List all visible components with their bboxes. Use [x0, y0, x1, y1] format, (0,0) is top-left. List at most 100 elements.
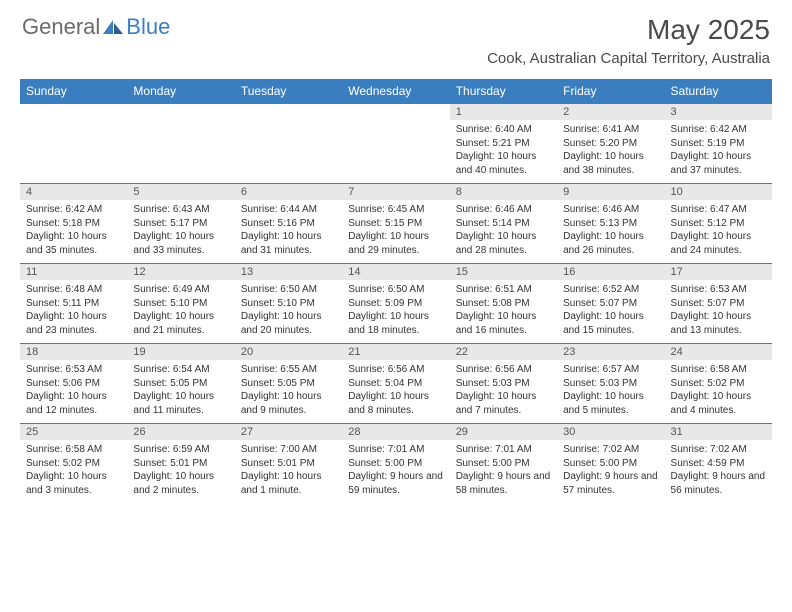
sunrise-line: Sunrise: 6:53 AM — [671, 283, 766, 297]
day-number-cell: 1 — [450, 104, 557, 121]
sunset-line: Sunset: 5:14 PM — [456, 217, 551, 231]
sunset-line: Sunset: 5:13 PM — [563, 217, 658, 231]
day-detail-cell: Sunrise: 7:00 AMSunset: 5:01 PMDaylight:… — [235, 440, 342, 503]
sunrise-line: Sunrise: 7:01 AM — [456, 443, 551, 457]
daylight-line: Daylight: 9 hours and 57 minutes. — [563, 470, 658, 497]
daylight-line: Daylight: 10 hours and 18 minutes. — [348, 310, 443, 337]
sunset-line: Sunset: 5:02 PM — [671, 377, 766, 391]
sunrise-line: Sunrise: 6:56 AM — [348, 363, 443, 377]
day-number-cell: 30 — [557, 424, 664, 441]
sunrise-line: Sunrise: 7:02 AM — [671, 443, 766, 457]
sunrise-line: Sunrise: 6:50 AM — [348, 283, 443, 297]
logo-sail-icon — [103, 20, 123, 34]
day-detail-cell: Sunrise: 7:01 AMSunset: 5:00 PMDaylight:… — [450, 440, 557, 503]
day-detail-cell: Sunrise: 6:50 AMSunset: 5:09 PMDaylight:… — [342, 280, 449, 344]
daylight-line: Daylight: 10 hours and 16 minutes. — [456, 310, 551, 337]
day-number-cell: 25 — [20, 424, 127, 441]
sunset-line: Sunset: 5:06 PM — [26, 377, 121, 391]
day-number-cell — [127, 104, 234, 121]
daylight-line: Daylight: 10 hours and 13 minutes. — [671, 310, 766, 337]
day-number-cell: 6 — [235, 184, 342, 201]
day-detail-cell: Sunrise: 6:58 AMSunset: 5:02 PMDaylight:… — [20, 440, 127, 503]
daylight-line: Daylight: 10 hours and 24 minutes. — [671, 230, 766, 257]
day-number-cell: 8 — [450, 184, 557, 201]
daylight-line: Daylight: 10 hours and 21 minutes. — [133, 310, 228, 337]
day-number-cell: 23 — [557, 344, 664, 361]
logo: General Blue — [22, 14, 170, 40]
sunrise-line: Sunrise: 6:41 AM — [563, 123, 658, 137]
day-number-row: 18192021222324 — [20, 344, 772, 361]
month-title: May 2025 — [487, 14, 770, 46]
sunrise-line: Sunrise: 6:43 AM — [133, 203, 228, 217]
daylight-line: Daylight: 10 hours and 35 minutes. — [26, 230, 121, 257]
day-detail-cell: Sunrise: 6:42 AMSunset: 5:18 PMDaylight:… — [20, 200, 127, 264]
day-detail-row: Sunrise: 6:53 AMSunset: 5:06 PMDaylight:… — [20, 360, 772, 424]
sunrise-line: Sunrise: 6:52 AM — [563, 283, 658, 297]
day-number-cell: 29 — [450, 424, 557, 441]
sunrise-line: Sunrise: 6:49 AM — [133, 283, 228, 297]
sunset-line: Sunset: 5:08 PM — [456, 297, 551, 311]
sunset-line: Sunset: 5:21 PM — [456, 137, 551, 151]
day-number-cell: 10 — [665, 184, 772, 201]
sunrise-line: Sunrise: 6:53 AM — [26, 363, 121, 377]
daylight-line: Daylight: 10 hours and 12 minutes. — [26, 390, 121, 417]
sunset-line: Sunset: 5:11 PM — [26, 297, 121, 311]
day-number-cell: 28 — [342, 424, 449, 441]
daylight-line: Daylight: 10 hours and 11 minutes. — [133, 390, 228, 417]
day-number-cell: 14 — [342, 264, 449, 281]
day-detail-cell: Sunrise: 6:56 AMSunset: 5:04 PMDaylight:… — [342, 360, 449, 424]
day-number-cell: 26 — [127, 424, 234, 441]
day-number-cell: 21 — [342, 344, 449, 361]
day-detail-cell: Sunrise: 6:46 AMSunset: 5:14 PMDaylight:… — [450, 200, 557, 264]
sunrise-line: Sunrise: 6:48 AM — [26, 283, 121, 297]
sunset-line: Sunset: 5:19 PM — [671, 137, 766, 151]
daylight-line: Daylight: 10 hours and 7 minutes. — [456, 390, 551, 417]
day-number-cell — [20, 104, 127, 121]
day-detail-cell: Sunrise: 6:40 AMSunset: 5:21 PMDaylight:… — [450, 120, 557, 184]
logo-text-general: General — [22, 14, 100, 40]
sunset-line: Sunset: 5:03 PM — [456, 377, 551, 391]
weekday-header: Saturday — [665, 79, 772, 104]
daylight-line: Daylight: 10 hours and 1 minute. — [241, 470, 336, 497]
sunrise-line: Sunrise: 6:55 AM — [241, 363, 336, 377]
sunrise-line: Sunrise: 6:46 AM — [456, 203, 551, 217]
day-detail-cell: Sunrise: 6:52 AMSunset: 5:07 PMDaylight:… — [557, 280, 664, 344]
sunset-line: Sunset: 5:07 PM — [563, 297, 658, 311]
daylight-line: Daylight: 10 hours and 9 minutes. — [241, 390, 336, 417]
sunrise-line: Sunrise: 6:57 AM — [563, 363, 658, 377]
daylight-line: Daylight: 10 hours and 26 minutes. — [563, 230, 658, 257]
day-detail-cell: Sunrise: 6:46 AMSunset: 5:13 PMDaylight:… — [557, 200, 664, 264]
sunrise-line: Sunrise: 6:44 AM — [241, 203, 336, 217]
sunrise-line: Sunrise: 6:46 AM — [563, 203, 658, 217]
sunset-line: Sunset: 5:16 PM — [241, 217, 336, 231]
day-number-row: 123 — [20, 104, 772, 121]
daylight-line: Daylight: 10 hours and 31 minutes. — [241, 230, 336, 257]
weekday-header-row: Sunday Monday Tuesday Wednesday Thursday… — [20, 79, 772, 104]
day-number-cell — [342, 104, 449, 121]
day-detail-cell: Sunrise: 6:41 AMSunset: 5:20 PMDaylight:… — [557, 120, 664, 184]
calendar-body: 123Sunrise: 6:40 AMSunset: 5:21 PMDaylig… — [20, 104, 772, 504]
day-number-cell: 13 — [235, 264, 342, 281]
sunrise-line: Sunrise: 6:47 AM — [671, 203, 766, 217]
day-number-cell: 31 — [665, 424, 772, 441]
day-detail-cell: Sunrise: 6:55 AMSunset: 5:05 PMDaylight:… — [235, 360, 342, 424]
day-detail-cell: Sunrise: 6:49 AMSunset: 5:10 PMDaylight:… — [127, 280, 234, 344]
daylight-line: Daylight: 9 hours and 59 minutes. — [348, 470, 443, 497]
day-number-row: 45678910 — [20, 184, 772, 201]
sunset-line: Sunset: 5:15 PM — [348, 217, 443, 231]
day-number-cell: 27 — [235, 424, 342, 441]
weekday-header: Sunday — [20, 79, 127, 104]
day-detail-cell: Sunrise: 6:53 AMSunset: 5:06 PMDaylight:… — [20, 360, 127, 424]
day-number-cell: 12 — [127, 264, 234, 281]
daylight-line: Daylight: 9 hours and 56 minutes. — [671, 470, 766, 497]
sunrise-line: Sunrise: 7:01 AM — [348, 443, 443, 457]
day-detail-cell: Sunrise: 6:50 AMSunset: 5:10 PMDaylight:… — [235, 280, 342, 344]
day-number-cell: 11 — [20, 264, 127, 281]
calendar-table: Sunday Monday Tuesday Wednesday Thursday… — [20, 79, 772, 503]
daylight-line: Daylight: 10 hours and 38 minutes. — [563, 150, 658, 177]
sunrise-line: Sunrise: 6:58 AM — [26, 443, 121, 457]
day-number-cell: 20 — [235, 344, 342, 361]
day-number-cell: 22 — [450, 344, 557, 361]
sunrise-line: Sunrise: 6:59 AM — [133, 443, 228, 457]
location-text: Cook, Australian Capital Territory, Aust… — [487, 50, 770, 67]
